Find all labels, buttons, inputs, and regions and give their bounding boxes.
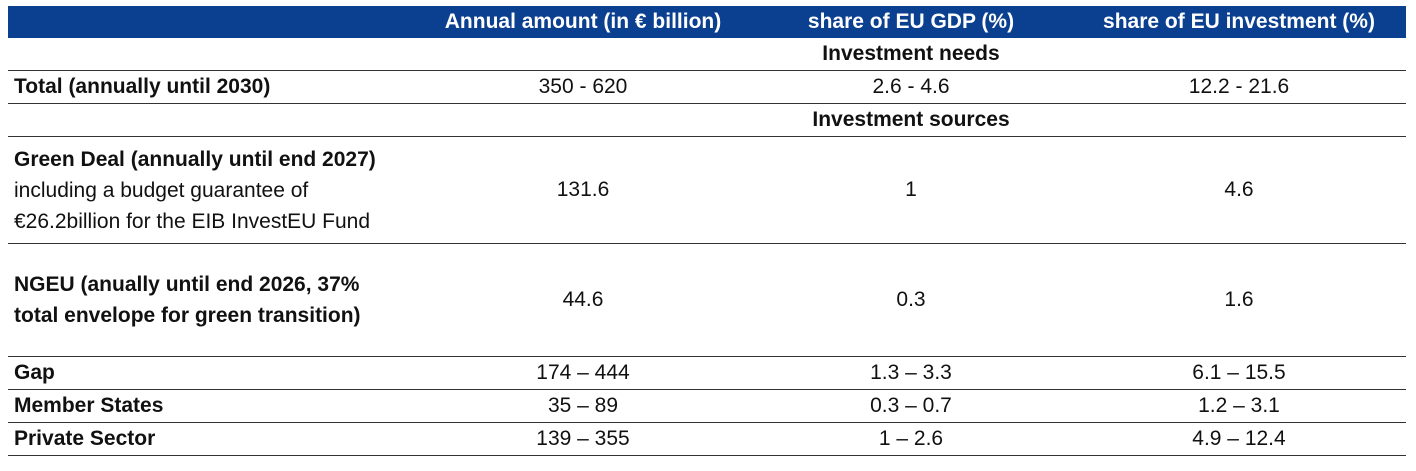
row-label-total: Total (annually until 2030) <box>8 70 416 104</box>
row-label-ngeu: NGEU (anually until end 2026, 37% total … <box>8 243 416 357</box>
cell-green-amount: 131.6 <box>416 136 750 244</box>
cell-ngeu-amount: 44.6 <box>416 243 750 357</box>
table-row-member-states: Member States 35 – 89 0.3 – 0.7 1.2 – 3.… <box>8 389 1406 423</box>
cell-total-investment: 12.2 - 21.6 <box>1072 70 1406 104</box>
cell-member-investment: 1.2 – 3.1 <box>1072 389 1406 423</box>
investment-table-container: Annual amount (in € billion) share of EU… <box>8 6 1406 456</box>
header-annual-amount: Annual amount (in € billion) <box>416 6 750 38</box>
table-row-total: Total (annually until 2030) 350 - 620 2.… <box>8 70 1406 104</box>
section-investment-needs: Investment needs <box>8 38 1406 71</box>
cell-member-amount: 35 – 89 <box>416 389 750 423</box>
cell-total-gdp: 2.6 - 4.6 <box>750 70 1072 104</box>
cell-ngeu-gdp: 0.3 <box>750 243 1072 357</box>
cell-gap-gdp: 1.3 – 3.3 <box>750 356 1072 390</box>
row-label-member-states: Member States <box>8 389 416 423</box>
cell-private-amount: 139 – 355 <box>416 422 750 456</box>
cell-gap-amount: 174 – 444 <box>416 356 750 390</box>
row-label-green-deal: Green Deal (annually until end 2027) inc… <box>8 136 416 244</box>
section-investment-sources: Investment sources <box>8 104 1406 137</box>
row-label-private-sector: Private Sector <box>8 422 416 456</box>
cell-ngeu-investment: 1.6 <box>1072 243 1406 357</box>
table-row-private-sector: Private Sector 139 – 355 1 – 2.6 4.9 – 1… <box>8 422 1406 456</box>
row-label-gap: Gap <box>8 356 416 390</box>
green-deal-label-line2: including a budget guarantee of <box>14 178 309 202</box>
section-title-sources: Investment sources <box>812 108 1010 131</box>
table-row-gap: Gap 174 – 444 1.3 – 3.3 6.1 – 15.5 <box>8 356 1406 390</box>
cell-member-gdp: 0.3 – 0.7 <box>750 389 1072 423</box>
table-row-green-deal: Green Deal (annually until end 2027) inc… <box>8 136 1406 244</box>
cell-private-investment: 4.9 – 12.4 <box>1072 422 1406 456</box>
table-row-ngeu: NGEU (anually until end 2026, 37% total … <box>8 243 1406 357</box>
cell-gap-investment: 6.1 – 15.5 <box>1072 356 1406 390</box>
section-title-needs: Investment needs <box>822 42 1000 65</box>
header-share-gdp: share of EU GDP (%) <box>750 6 1072 38</box>
ngeu-label-line1: NGEU (anually until end 2026, 37% <box>14 273 360 296</box>
investment-table: Annual amount (in € billion) share of EU… <box>8 6 1406 456</box>
header-row: Annual amount (in € billion) share of EU… <box>8 6 1406 38</box>
header-share-investment: share of EU investment (%) <box>1072 6 1406 38</box>
cell-total-amount: 350 - 620 <box>416 70 750 104</box>
cell-green-gdp: 1 <box>750 136 1072 244</box>
cell-green-investment: 4.6 <box>1072 136 1406 244</box>
cell-private-gdp: 1 – 2.6 <box>750 422 1072 456</box>
ngeu-label-line2: total envelope for green transition) <box>14 304 361 327</box>
header-blank <box>8 6 416 38</box>
green-deal-label-line3: €26.2billion for the EIB InvestEU Fund <box>14 209 371 233</box>
green-deal-label-bold: Green Deal (annually until end 2027) <box>14 147 376 171</box>
